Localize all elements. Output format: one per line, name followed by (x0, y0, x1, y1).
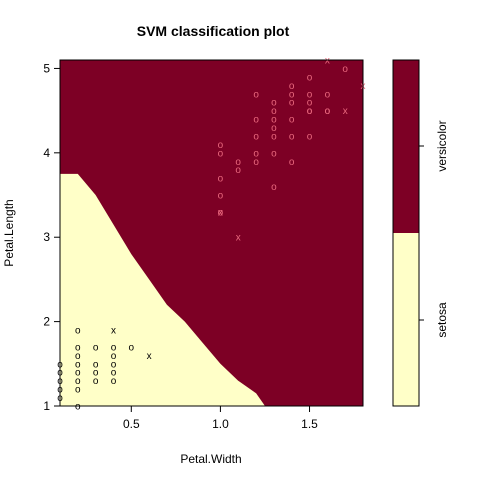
y-tick-label: 3 (43, 230, 50, 244)
data-point-setosa: o (75, 376, 81, 387)
data-point-versicolor: o (271, 115, 277, 126)
y-axis-label: Petal.Length (2, 199, 16, 266)
data-point-setosa: o (93, 359, 99, 370)
x-tick-label: 1.5 (301, 417, 318, 431)
y-tick-label: 5 (43, 61, 50, 75)
data-point-versicolor: o (325, 106, 331, 117)
data-point-versicolor: o (218, 207, 224, 218)
data-point-versicolor: o (253, 115, 259, 126)
data-point-versicolor: o (307, 72, 313, 83)
data-point-versicolor-support-vector: x (325, 56, 330, 67)
region-setosa (60, 173, 265, 406)
data-point-versicolor: o (271, 132, 277, 143)
data-point-versicolor: o (235, 165, 241, 176)
data-point-versicolor: o (307, 132, 313, 143)
data-point-setosa: o (75, 368, 81, 379)
data-point-versicolor: o (253, 132, 259, 143)
data-point-setosa-support-vector: x (111, 326, 116, 337)
data-point-setosa: o (75, 342, 81, 353)
data-point-versicolor: o (218, 140, 224, 151)
data-point-versicolor: o (218, 174, 224, 185)
data-point-setosa: o (93, 368, 99, 379)
legend-label-versicolor: versicolor (435, 120, 449, 171)
data-point-versicolor: o (253, 157, 259, 168)
legend-swatch-versicolor (393, 60, 419, 233)
data-point-versicolor: o (271, 106, 277, 117)
data-point-versicolor-support-vector: x (343, 106, 348, 117)
data-point-versicolor: o (289, 89, 295, 100)
data-point-versicolor: o (307, 98, 313, 109)
x-axis: 0.5 1.0 1.5 (123, 406, 318, 431)
data-point-versicolor-support-vector: x (236, 233, 241, 244)
data-point-setosa: o (75, 326, 81, 337)
data-point-versicolor: o (289, 132, 295, 143)
data-point-versicolor: o (289, 157, 295, 168)
data-point-versicolor: o (325, 89, 331, 100)
data-point-versicolor: o (271, 123, 277, 134)
data-point-versicolor: o (271, 182, 277, 193)
legend: versicolor setosa (392, 59, 449, 407)
data-point-setosa: o (111, 359, 117, 370)
data-point-versicolor-support-vector: x (218, 207, 223, 218)
y-tick-label: 4 (43, 146, 50, 160)
data-point-versicolor: o (307, 106, 313, 117)
data-point-setosa: o (129, 342, 135, 353)
y-tick-label: 2 (43, 315, 50, 329)
x-tick-label: 1.0 (212, 417, 229, 431)
data-point-setosa: o (75, 385, 81, 396)
x-tick-label: 0.5 (123, 417, 140, 431)
data-point-versicolor: o (342, 64, 348, 75)
legend-frame (392, 59, 420, 407)
data-point-setosa-support-vector: x (147, 351, 152, 362)
data-point-setosa: o (111, 351, 117, 362)
data-point-versicolor: o (307, 106, 313, 117)
y-axis: 1 2 3 4 5 (43, 61, 60, 413)
x-axis-label: Petal.Width (180, 452, 241, 466)
data-point-versicolor: o (325, 106, 331, 117)
data-point-setosa: o (93, 342, 99, 353)
data-point-setosa: o (111, 368, 117, 379)
data-point-versicolor: o (307, 89, 313, 100)
data-point-versicolor: o (289, 115, 295, 126)
data-point-versicolor: o (271, 148, 277, 159)
data-point-setosa: o (75, 359, 81, 370)
data-point-versicolor: o (218, 148, 224, 159)
chart-title: SVM classification plot (137, 23, 290, 39)
data-point-versicolor: o (289, 98, 295, 109)
plot-frame (59, 59, 364, 407)
data-point-versicolor: o (289, 81, 295, 92)
data-point-versicolor: o (271, 98, 277, 109)
legend-label-setosa: setosa (435, 302, 449, 338)
y-tick-label: 1 (43, 399, 50, 413)
legend-swatch-setosa (393, 233, 419, 406)
data-point-setosa: o (111, 376, 117, 387)
data-point-versicolor: o (253, 89, 259, 100)
data-point-setosa: o (93, 376, 99, 387)
data-point-versicolor: o (218, 191, 224, 202)
data-point-versicolor: o (235, 157, 241, 168)
data-point-setosa: o (75, 402, 81, 413)
data-point-versicolor: o (253, 148, 259, 159)
data-point-setosa: o (111, 342, 117, 353)
data-point-setosa: o (75, 351, 81, 362)
